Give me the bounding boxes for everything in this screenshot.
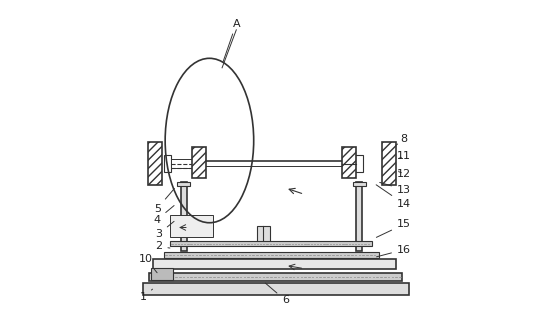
Text: 12: 12	[397, 169, 411, 179]
Bar	[170, 215, 213, 237]
Bar	[148, 142, 162, 185]
Text: 3: 3	[155, 221, 174, 239]
Text: 4: 4	[153, 205, 174, 225]
Text: 10: 10	[139, 254, 157, 273]
Text: 1: 1	[140, 289, 152, 302]
Text: 13: 13	[379, 182, 411, 195]
Bar	[192, 147, 206, 178]
Bar	[150, 273, 402, 281]
Bar	[357, 182, 362, 251]
Bar	[170, 241, 372, 247]
Text: 8: 8	[396, 134, 407, 145]
Text: 2: 2	[155, 241, 170, 251]
Text: 16: 16	[377, 245, 411, 257]
Bar	[163, 155, 171, 172]
Text: A: A	[223, 19, 240, 62]
Text: 15: 15	[377, 219, 411, 237]
Bar	[151, 268, 173, 280]
Bar	[342, 147, 357, 178]
Bar	[143, 283, 408, 295]
Text: 14: 14	[376, 185, 411, 209]
Bar	[355, 155, 363, 172]
Text: 11: 11	[397, 151, 411, 161]
Text: 6: 6	[265, 283, 289, 305]
Bar	[353, 182, 366, 186]
Bar	[171, 159, 194, 168]
Bar	[382, 142, 396, 185]
Bar	[257, 226, 270, 242]
Bar	[163, 252, 379, 257]
Bar	[181, 182, 187, 251]
Bar	[152, 259, 396, 269]
Bar	[177, 182, 190, 186]
Text: 5: 5	[154, 189, 175, 213]
